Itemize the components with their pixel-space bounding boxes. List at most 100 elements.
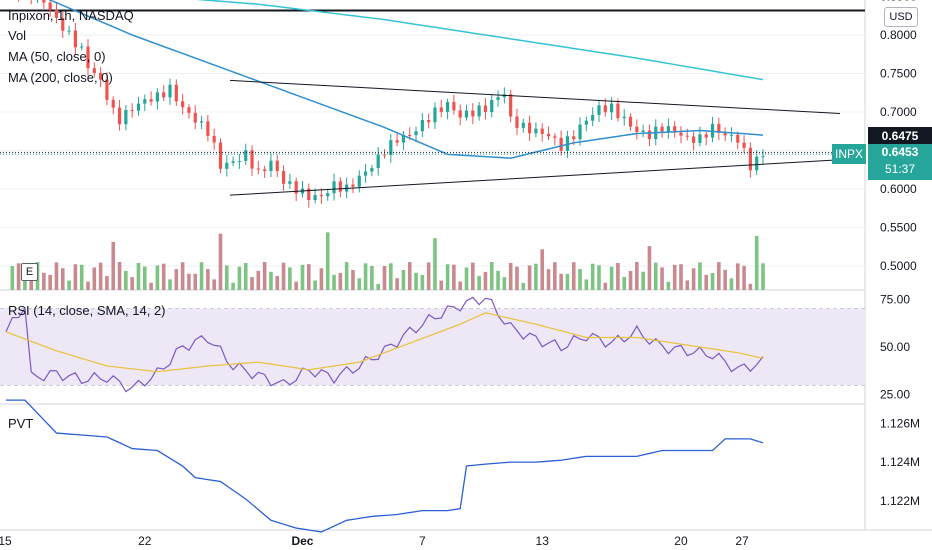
volume-bar <box>332 274 336 290</box>
volume-bar <box>281 262 286 290</box>
candle-layer <box>18 0 765 208</box>
candle-body <box>414 131 418 136</box>
candle-body <box>433 107 437 123</box>
volume-bar <box>458 281 462 290</box>
candle-body <box>149 99 153 102</box>
candle-body <box>269 160 273 171</box>
volume-bar <box>193 273 198 290</box>
volume-bar <box>420 274 425 290</box>
volume-bar <box>559 273 563 290</box>
volume-bar <box>370 265 374 290</box>
candle-body <box>61 17 65 31</box>
candle-body <box>427 120 431 123</box>
candle-body <box>578 124 582 140</box>
candle-body <box>313 195 317 200</box>
time-tick-label: 7 <box>419 534 426 548</box>
candle-body <box>86 46 90 69</box>
candle-body <box>250 150 254 169</box>
volume-bar <box>433 238 437 290</box>
pvt-tick-label: 1.122M <box>880 494 920 508</box>
earnings-badge[interactable]: E <box>21 263 38 281</box>
candle-body <box>628 116 633 127</box>
pvt-legend[interactable]: PVT <box>8 416 34 431</box>
current-price-tag: 0.6475 <box>868 127 932 145</box>
time-tick-label: Dec <box>291 534 313 548</box>
volume-bar <box>471 262 475 290</box>
volume-bar <box>622 276 627 290</box>
candle-body <box>332 181 336 194</box>
candle-body <box>67 30 71 32</box>
pvt-tick-label: 1.124M <box>880 455 920 469</box>
candle-body <box>99 73 103 80</box>
rsi-tick-label: 25.00 <box>880 388 910 402</box>
volume-bar <box>546 269 551 290</box>
ma200-legend[interactable]: MA (200, close, 0) <box>8 70 113 85</box>
volume-bar <box>262 262 267 290</box>
vol-legend[interactable]: Vol <box>8 28 27 43</box>
volume-bar <box>635 262 639 290</box>
candle-body <box>42 0 46 3</box>
volume-bar <box>149 282 153 290</box>
candle-body <box>338 181 342 192</box>
candle-body <box>584 120 588 125</box>
volume-bar <box>445 264 450 290</box>
price-tick-label: 0.5000 <box>880 259 917 273</box>
candle-body <box>761 156 765 158</box>
volume-bar <box>426 262 431 290</box>
candle-body <box>370 168 374 172</box>
candle-body <box>553 136 557 138</box>
volume-bar <box>710 272 715 290</box>
volume-bar <box>698 262 702 290</box>
price-tick-label: 0.5500 <box>880 221 917 235</box>
volume-bar <box>584 279 589 290</box>
volume-bar <box>269 271 273 290</box>
volume-bar <box>660 267 664 290</box>
candle-body <box>685 135 689 137</box>
candle-body <box>199 121 204 123</box>
volume-bar <box>439 280 444 290</box>
candle-body <box>452 102 456 111</box>
rsi-legend[interactable]: RSI (14, close, SMA, 14, 2) <box>8 303 166 318</box>
candle-body <box>458 110 462 118</box>
currency-button[interactable]: USD <box>884 7 918 27</box>
pvt-layer <box>6 399 764 533</box>
time-tick-label: 13 <box>536 534 550 548</box>
overlay-layer <box>0 0 865 196</box>
rsi-tick-label: 50.00 <box>880 340 910 354</box>
volume-bar <box>206 269 210 290</box>
candle-body <box>168 84 172 98</box>
candle-body <box>124 109 128 125</box>
rsi-band <box>0 309 865 385</box>
volume-bar <box>704 274 709 290</box>
volume-bar <box>464 267 469 290</box>
candle-body <box>218 142 223 169</box>
volume-bar <box>294 281 298 290</box>
volume-bar <box>407 262 412 290</box>
trendline <box>229 159 841 196</box>
candle-body <box>755 156 759 171</box>
volume-bar <box>130 277 134 290</box>
volume-bar <box>180 262 185 290</box>
volume-bar <box>338 272 343 290</box>
trendline <box>229 79 841 115</box>
volume-bar <box>691 268 696 290</box>
candle-body <box>546 133 551 137</box>
rsi-tick-label: 75.00 <box>880 293 910 307</box>
candle-body <box>692 136 696 143</box>
volume-bar <box>105 275 109 290</box>
chart-title[interactable]: Inpixon, 1h, NASDAQ <box>8 8 134 23</box>
candle-body <box>294 181 298 194</box>
time-axis[interactable]: 15 22 Dec 7 13 20 27 <box>0 534 749 548</box>
candle-body <box>521 122 525 128</box>
ma50-legend[interactable]: MA (50, close, 0) <box>8 49 106 64</box>
volume-bar <box>54 262 59 290</box>
volume-bar <box>609 266 614 290</box>
volume-bar <box>231 282 235 290</box>
volume-layer <box>10 232 765 290</box>
volume-bar <box>67 280 71 290</box>
volume-bar <box>395 278 399 290</box>
price-scale[interactable]: 0.85000.80000.75000.70000.65000.60000.55… <box>880 0 920 508</box>
volume-bar <box>748 283 753 290</box>
candle-body <box>445 102 450 112</box>
